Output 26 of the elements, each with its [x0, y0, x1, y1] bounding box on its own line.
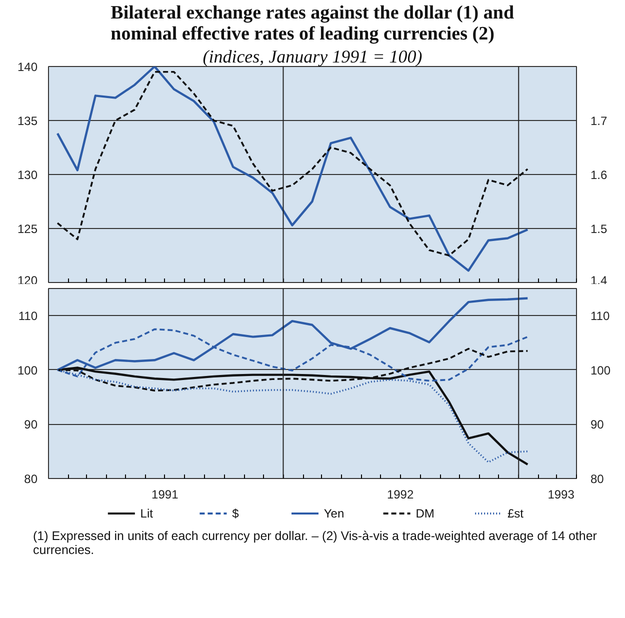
y2-tick-label: 110: [590, 309, 610, 324]
y-tick-label: 90: [24, 418, 38, 432]
legend-label: $: [232, 506, 240, 520]
legend-label: Yen: [324, 506, 344, 520]
y-tick-label: 130: [17, 168, 38, 182]
y2-tick-label: 90: [590, 418, 604, 432]
y2-tick-label: 1.6: [590, 168, 608, 182]
y2-tick-label: 1.7: [590, 114, 608, 128]
y-tick-label: 100: [17, 363, 38, 378]
y-tick-label: 125: [17, 222, 38, 236]
text: (1) Expressed in units of each currency per dollar. – (2) Vis-à-vis a trade-weighted average of 14 other currencies.: [33, 529, 598, 558]
legend-label: £st: [508, 506, 524, 520]
chart-subtitle: (indices, January 1991 = 100): [202, 46, 422, 66]
legend-label: DM: [416, 506, 434, 520]
y-tick-label: 80: [24, 472, 38, 486]
y2-tick-label: 1.5: [590, 222, 608, 236]
legend-label: Lit: [140, 506, 154, 520]
x-tick-label: 1993: [548, 488, 575, 502]
y2-tick-label: 80: [590, 472, 604, 486]
x-tick-label: 1992: [386, 488, 414, 502]
y2-tick-label: 100: [590, 363, 611, 378]
y-tick-label: 110: [18, 309, 38, 324]
y-tick-label: 140: [17, 60, 38, 74]
chart-title: Bilateral exchange rates against the dollar (1) and nominal effective rates of leading currencies (2): [110, 2, 514, 44]
x-tick-label: 1991: [152, 488, 179, 502]
y-tick-label: 135: [17, 114, 38, 128]
